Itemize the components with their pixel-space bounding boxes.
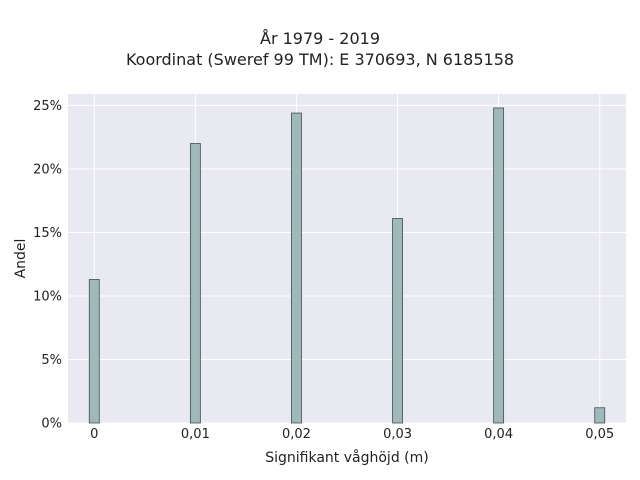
bar [291, 112, 302, 424]
y-axis-label: Andel [13, 239, 29, 279]
y-tick-label: 10% [33, 289, 62, 304]
bar [493, 107, 505, 424]
plot-background [68, 94, 626, 423]
y-tick-label: 15% [33, 226, 62, 241]
y-axis-ticks: 0% 5% 10% 15% 20% 25% [33, 99, 62, 432]
chart-title-block: År 1979 - 2019 Koordinat (Sweref 99 TM):… [0, 28, 640, 70]
x-tick-label: 0,03 [383, 427, 412, 442]
x-axis-label: Signifikant våghöjd (m) [265, 449, 428, 466]
y-tick-label: 20% [33, 162, 62, 177]
bar [88, 279, 100, 424]
bars [88, 107, 606, 424]
x-tick-label: 0,01 [181, 427, 210, 442]
bar [392, 218, 403, 424]
bar [594, 407, 606, 424]
x-tick-label: 0 [90, 427, 98, 442]
y-tick-label: 5% [41, 353, 62, 368]
y-tick-label: 0% [41, 417, 62, 432]
x-tick-label: 0,02 [282, 427, 311, 442]
x-tick-label: 0,05 [585, 427, 614, 442]
x-axis-ticks: 0 0,01 0,02 0,03 0,04 0,05 [90, 427, 614, 442]
x-tick-label: 0,04 [484, 427, 513, 442]
chart-subtitle: Koordinat (Sweref 99 TM): E 370693, N 61… [125, 50, 515, 69]
bar [189, 143, 201, 424]
y-tick-label: 25% [33, 99, 62, 114]
chart-title: År 1979 - 2019 [260, 29, 380, 48]
